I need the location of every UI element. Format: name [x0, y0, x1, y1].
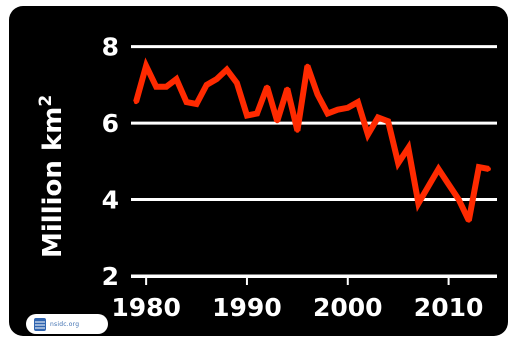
y-axis-label-superscript: 2 — [36, 95, 56, 107]
data-point-1985 — [194, 102, 199, 106]
data-point-2007 — [416, 201, 421, 206]
data-point-1989 — [234, 81, 239, 85]
x-tick-label-1990: 1990 — [212, 293, 282, 322]
data-point-2000 — [345, 105, 350, 110]
data-point-2012 — [466, 218, 471, 223]
data-point-1981 — [154, 84, 159, 89]
series-line-0 — [133, 57, 490, 222]
data-point-2003 — [376, 115, 380, 120]
data-point-1991 — [255, 111, 259, 116]
data-point-1997 — [315, 92, 320, 97]
data-point-1980 — [144, 63, 149, 68]
chart-frame: 2 4 6 8 1980 1990 2000 2010 Million km2 nsidc.o… — [9, 6, 508, 336]
data-point-1993 — [275, 119, 280, 124]
data-point-1979 — [134, 100, 138, 105]
y-tick-label-8: 8 — [102, 33, 119, 62]
data-point-2002 — [365, 132, 370, 137]
data-point-1988 — [224, 67, 229, 72]
data-point-1984 — [184, 100, 189, 105]
data-point-2001 — [355, 100, 360, 105]
data-point-1998 — [325, 111, 330, 116]
data-point-1996 — [305, 63, 310, 68]
data-point-1987 — [214, 77, 219, 82]
data-point-1983 — [174, 77, 179, 82]
data-point-2009 — [436, 167, 441, 171]
y-tick-label-4: 4 — [102, 186, 119, 215]
data-point-2014 — [486, 167, 491, 171]
data-point-2010 — [446, 182, 451, 187]
data-point-2004 — [386, 119, 391, 124]
x-tick-label-2000: 2000 — [313, 293, 383, 322]
data-point-2005 — [396, 161, 401, 166]
nsidc-globe-icon — [34, 317, 46, 331]
x-tick-label-2010: 2010 — [414, 293, 484, 322]
data-point-1982 — [164, 84, 169, 89]
axis-layer: 2 4 6 8 1980 1990 2000 2010 — [102, 33, 497, 322]
data-point-1990 — [245, 113, 249, 118]
data-point-1994 — [285, 86, 290, 91]
data-point-2006 — [406, 145, 411, 150]
data-point-2008 — [426, 184, 431, 189]
x-tick-label-1980: 1980 — [111, 293, 181, 322]
data-point-1995 — [295, 128, 300, 133]
y-axis-label-text: Million km — [38, 107, 68, 258]
data-point-2013 — [476, 165, 481, 170]
data-point-1986 — [204, 82, 209, 87]
data-point-2011 — [456, 197, 461, 202]
nsidc-logo-text: nsidc.org — [50, 320, 80, 328]
y-tick-label-6: 6 — [102, 109, 119, 138]
y-axis-label: Million km2 — [36, 95, 68, 258]
y-tick-label-2: 2 — [102, 262, 119, 291]
nsidc-logo-badge: nsidc.org — [26, 314, 108, 334]
series-layer — [133, 57, 491, 223]
data-point-1992 — [265, 84, 270, 89]
data-point-1999 — [335, 107, 340, 112]
